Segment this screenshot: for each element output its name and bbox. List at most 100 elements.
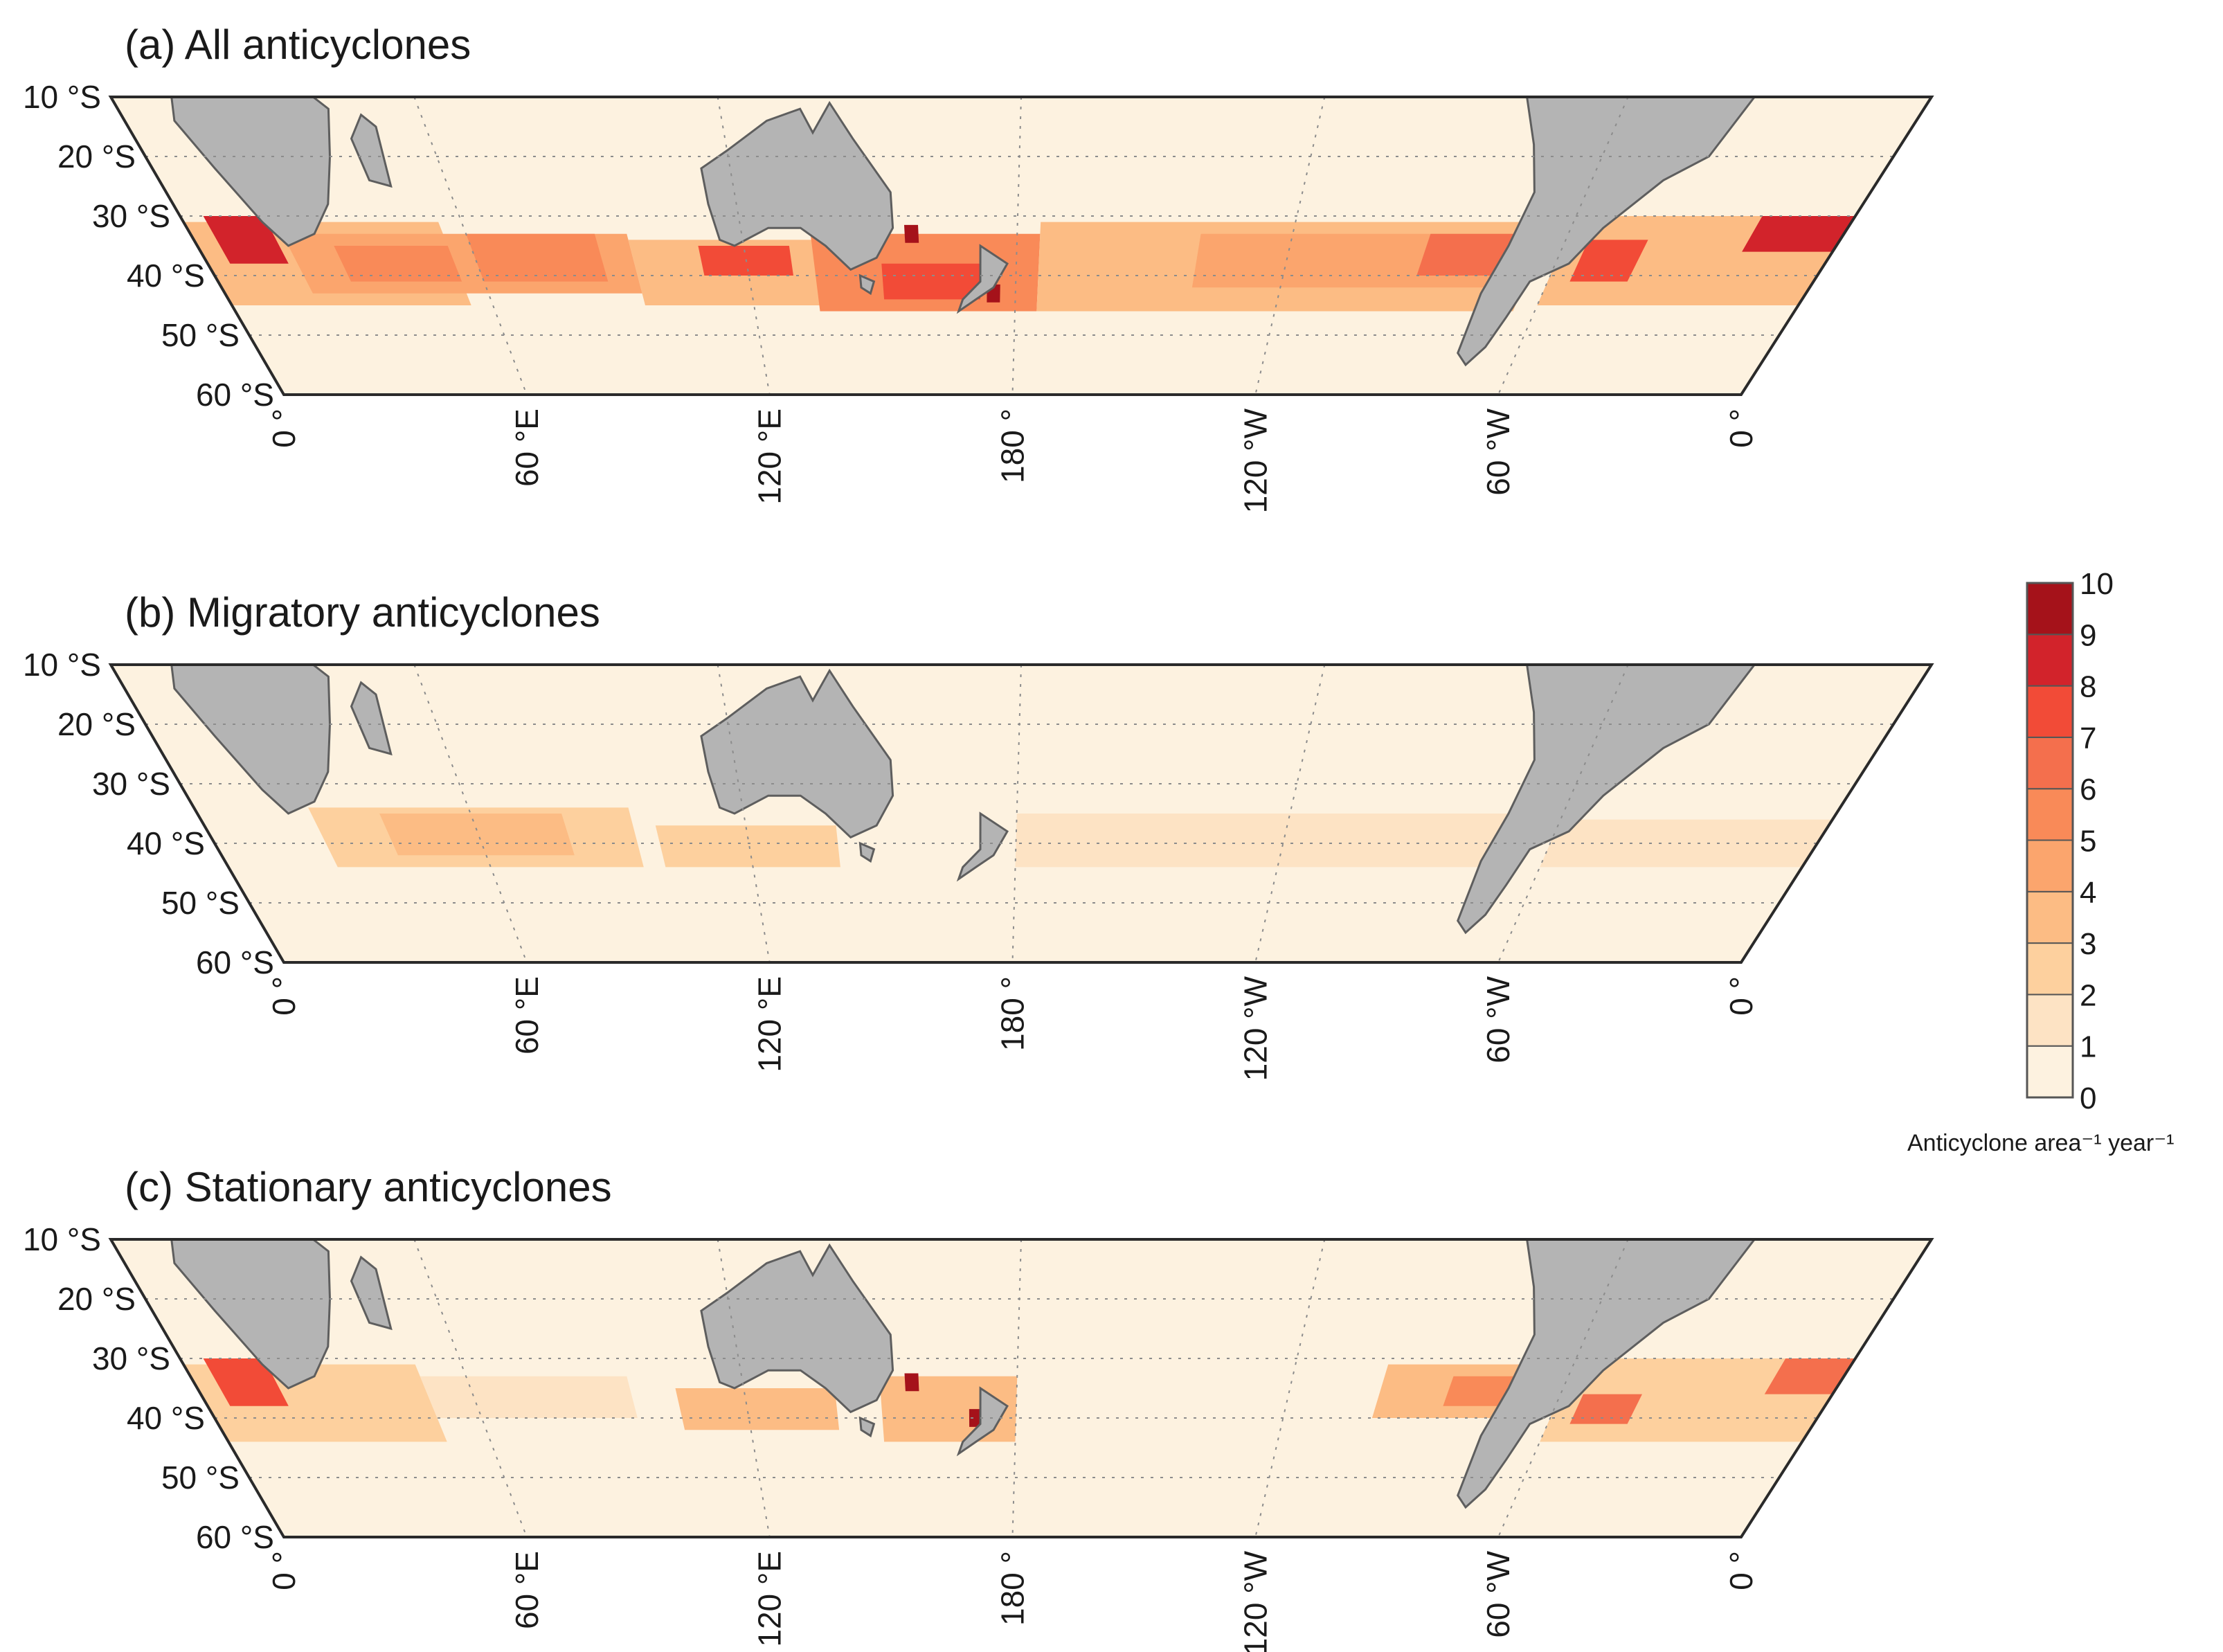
density-band	[334, 246, 462, 282]
lat-label: 20 °S	[57, 138, 136, 174]
colorbar-swatch	[2026, 839, 2073, 892]
density-band	[420, 1376, 638, 1418]
lon-gridline	[1011, 1239, 1022, 1538]
land-newzealand	[956, 244, 1009, 314]
density-field	[177, 1352, 1860, 1454]
lon-gridline	[1011, 96, 1022, 395]
graticule	[145, 96, 1893, 395]
lon-label: 180 °	[995, 408, 1031, 483]
land-southamerica	[1457, 665, 1757, 935]
lon-label: 120 °W	[1237, 408, 1273, 513]
colorbar-tick: 9	[2080, 618, 2096, 652]
panel-c: (c) Stationary anticyclones 10 °S 20 °S 30 …	[23, 1164, 1934, 1652]
lon-label: 0 °	[1723, 408, 1759, 448]
lat-label: 20 °S	[57, 706, 136, 742]
graticule	[145, 664, 1893, 963]
colorbar-tick: 0	[2080, 1081, 2096, 1115]
lon-label: 120 °W	[1237, 1550, 1273, 1652]
density-band	[1764, 1358, 1855, 1394]
lat-label: 30 °S	[92, 198, 170, 234]
lat-label: 40 °S	[127, 1400, 205, 1436]
density-band	[881, 263, 981, 300]
colorbar-swatch	[2026, 582, 2073, 636]
map-panels: (a) All anticyclones 10 °S 20 °S 30 °S 40 °S…	[23, 21, 1934, 1652]
lon-label: 120 °E	[752, 976, 788, 1072]
density-band	[675, 1388, 840, 1430]
map-frame	[108, 96, 1934, 396]
land-southamerica	[1457, 97, 1757, 367]
density-band	[1540, 819, 1833, 868]
density-field	[190, 801, 1844, 886]
land-madagascar	[350, 113, 393, 188]
map-frame	[108, 1238, 1934, 1538]
lon-gridline	[1011, 664, 1022, 963]
lon-label: 0 °	[1723, 1551, 1759, 1590]
land-africa	[170, 97, 332, 247]
lon-label: 0 °	[266, 1551, 302, 1590]
colorbar-tick: 8	[2080, 670, 2096, 704]
lon-label: 60 °E	[509, 976, 545, 1054]
hotspot-cell	[969, 1409, 983, 1427]
lon-gridline	[717, 96, 771, 395]
lat-label: 50 °S	[161, 317, 240, 353]
land-australia	[700, 668, 894, 839]
colorbar-tick: 1	[2080, 1030, 2096, 1064]
colorbar-swatch	[2026, 994, 2073, 1047]
colorbar-tick: 4	[2080, 876, 2096, 910]
lat-label: 30 °S	[92, 1340, 170, 1376]
colorbar-frame	[2026, 582, 2074, 1099]
density-band	[235, 311, 1794, 371]
lat-label: 60 °S	[196, 1519, 274, 1555]
lat-label: 20 °S	[57, 1281, 136, 1317]
lat-label: 10 °S	[23, 1221, 101, 1257]
lon-label: 60 °E	[509, 408, 545, 487]
colorbar: 0 1 2 3 4 5 6 7 8 9 10 Anticyclone area⁻¹ year⁻¹	[1907, 567, 2175, 1156]
colorbar-swatch	[2026, 685, 2073, 738]
lat-label: 60 °S	[196, 377, 274, 413]
land-africa	[170, 665, 332, 815]
density-band	[466, 233, 609, 282]
colorbar-swatch	[2026, 736, 2073, 790]
lat-label: 10 °S	[23, 79, 101, 115]
land-southamerica	[1457, 1239, 1757, 1509]
lon-label: 120 °E	[752, 1551, 788, 1647]
density-band	[1416, 233, 1523, 276]
density-band	[1015, 814, 1518, 868]
lon-gridline	[717, 1239, 771, 1538]
lon-label: 60 °W	[1480, 408, 1516, 495]
land-australia	[700, 100, 894, 271]
lat-label: 50 °S	[161, 1460, 240, 1496]
hotspot-cell	[904, 224, 919, 243]
panel-title: (a) All anticyclones	[125, 21, 471, 68]
density-field	[173, 204, 1863, 371]
land-africa	[170, 1239, 332, 1390]
land-tasmania	[858, 841, 876, 863]
lon-gridline	[717, 664, 771, 963]
lat-label: 30 °S	[92, 766, 170, 802]
colorbar-tick: 2	[2080, 978, 2096, 1012]
land-newzealand	[956, 1386, 1009, 1457]
panel-title: (c) Stationary anticyclones	[125, 1164, 612, 1210]
colorbar-swatch	[2026, 634, 2073, 687]
lat-label: 40 °S	[127, 825, 205, 861]
lon-label: 120 °W	[1237, 976, 1273, 1081]
lon-gridline	[1254, 1239, 1326, 1538]
land-tasmania	[858, 273, 876, 296]
land-newzealand	[956, 811, 1009, 882]
colorbar-swatch	[2026, 788, 2073, 841]
lon-label: 180 °	[995, 976, 1031, 1051]
graticule	[145, 1239, 1893, 1538]
land-madagascar	[350, 1255, 393, 1331]
lat-label: 10 °S	[23, 647, 101, 683]
lat-label: 50 °S	[161, 885, 240, 921]
lon-gridline	[1254, 96, 1326, 395]
panel-a: (a) All anticyclones 10 °S 20 °S 30 °S 40 °S…	[23, 21, 1934, 513]
colorbar-tick: 7	[2080, 721, 2096, 755]
panel-title: (b) Migratory anticyclones	[125, 589, 600, 636]
density-band	[1569, 240, 1648, 282]
colorbar-tick: 10	[2080, 567, 2114, 601]
lon-label: 60 °W	[1480, 1550, 1516, 1637]
lon-label: 0 °	[1723, 976, 1759, 1016]
density-band	[1742, 216, 1855, 252]
